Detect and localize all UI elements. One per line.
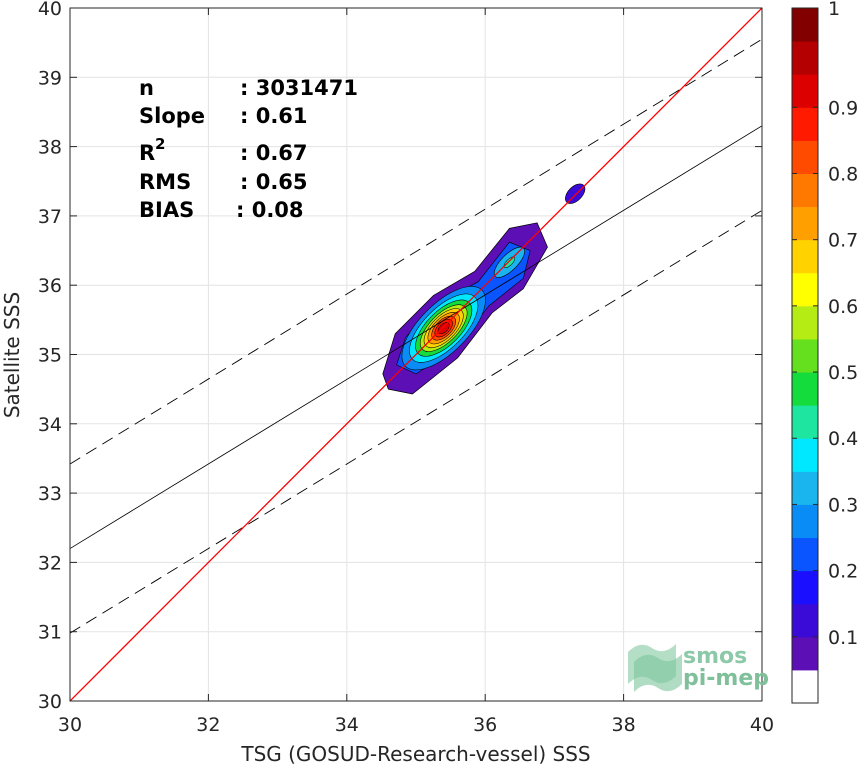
y-tick-label: 33 (38, 483, 62, 505)
stat-r2-superscript: 2 (155, 135, 165, 153)
stat-r2-label: R (139, 141, 155, 165)
x-axis-title: TSG (GOSUD-Research-vessel) SSS (240, 742, 590, 766)
y-tick-label: 35 (38, 345, 62, 367)
colorbar-ticks: 0.1 0.2 0.3 0.4 0.5 0.6 0.7 0.8 0.9 1 (792, 0, 858, 649)
colorbar-frame (791, 7, 819, 704)
y-tick-label: 38 (38, 137, 62, 159)
density-contour-tertiary (565, 183, 586, 204)
stat-rms-label: RMS (139, 170, 191, 194)
y-tick-label: 36 (38, 275, 62, 297)
density-contour-secondary-core (503, 256, 516, 268)
x-tick-label: 38 (612, 714, 636, 736)
colorbar-segment (792, 636, 818, 671)
stat-rms-value: : 0.65 (240, 170, 308, 194)
colorbar-segment (792, 74, 818, 108)
upper-band-line (70, 38, 762, 465)
stats-block: n : 3031471 Slope : 0.61 R 2 : 0.67 RMS … (139, 76, 358, 222)
x-tick-label: 30 (58, 714, 82, 736)
colorbar-tick-label: 1 (828, 0, 840, 20)
stat-slope-label: Slope (139, 104, 205, 128)
y-tick-label: 37 (38, 206, 62, 228)
regression-fit-line (70, 125, 762, 549)
x-tick-label: 34 (335, 714, 359, 736)
stat-slope-value: : 0.61 (240, 104, 308, 128)
colorbar-segment (792, 8, 818, 42)
colorbar-segment (792, 41, 818, 75)
smos-pi-mep-logo: smos pi-mep (628, 644, 769, 692)
colorbar-segment (792, 272, 818, 307)
lower-band-line (70, 209, 762, 634)
y-axis-ticks: 30 31 32 33 34 35 36 37 38 39 40 (38, 0, 762, 713)
colorbar-tick-label: 0.7 (828, 230, 858, 252)
colorbar-tick-label: 0.4 (828, 428, 858, 450)
y-axis-title: Satellite SSS (0, 292, 24, 418)
stat-bias-value: : 0.08 (236, 198, 304, 222)
colorbar-segment (792, 471, 818, 505)
colorbar-segment (792, 173, 818, 208)
colorbar-segment (792, 338, 818, 373)
colorbar-segment (792, 372, 818, 406)
colorbar-segment (792, 239, 818, 274)
logo-text-smos: smos (683, 644, 747, 669)
y-tick-label: 30 (38, 691, 62, 713)
y-tick-label: 32 (38, 552, 62, 574)
y-tick-label: 40 (38, 0, 62, 20)
colorbar-segment (792, 206, 818, 241)
logo-waves-icon (628, 644, 682, 692)
colorbar-tick-label: 0.6 (828, 296, 858, 318)
colorbar-tick-label: 0.2 (828, 561, 858, 583)
colorbar-segment (792, 603, 818, 638)
x-tick-label: 36 (473, 714, 497, 736)
colorbar-tick-label: 0.5 (828, 362, 858, 384)
x-tick-label: 32 (196, 714, 220, 736)
identity-line (70, 8, 762, 701)
stat-n-value: : 3031471 (240, 76, 358, 100)
colorbar-segment (792, 140, 818, 174)
y-tick-label: 31 (38, 622, 62, 644)
y-tick-label: 34 (38, 414, 62, 436)
density-contour-main-level-11 (437, 322, 450, 335)
stat-bias-label: BIAS (139, 198, 194, 222)
colorbar-segment (792, 405, 818, 439)
colorbar-tick-label: 0.8 (828, 163, 858, 185)
colorbar-tick-label: 0.3 (828, 494, 858, 516)
stat-n-label: n (139, 76, 154, 100)
y-tick-label: 39 (38, 67, 62, 89)
colorbar-segment (792, 504, 818, 539)
logo-text-pi-mep: pi-mep (683, 666, 769, 691)
colorbar-segment (792, 537, 818, 572)
regression-lines (70, 8, 762, 701)
colorbar (791, 7, 819, 704)
colorbar-segment (792, 107, 818, 141)
colorbar-tick-label: 0.9 (828, 97, 858, 119)
x-tick-label: 40 (750, 714, 774, 736)
stat-r2-value: : 0.67 (240, 141, 308, 165)
colorbar-segment (792, 305, 818, 340)
colorbar-segment (792, 438, 818, 472)
x-axis-ticks: 30 32 34 36 38 40 (58, 8, 774, 736)
colorbar-tick-label: 0.1 (828, 627, 858, 649)
colorbar-segment (792, 570, 818, 605)
colorbar-segment (792, 669, 818, 704)
